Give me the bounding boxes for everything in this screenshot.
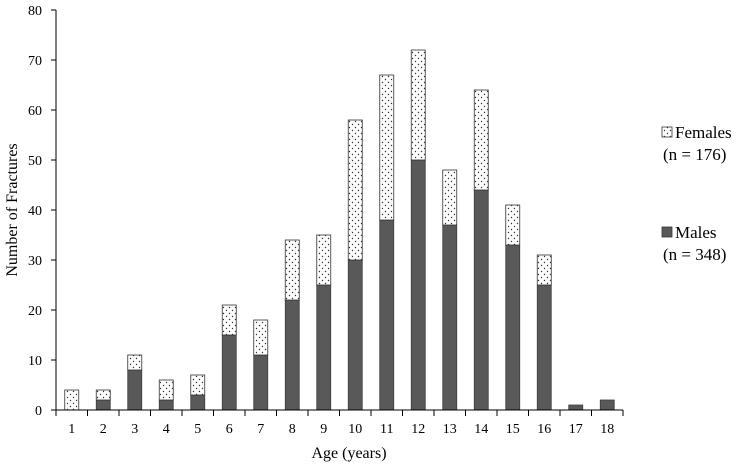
y-tick-label: 0 — [35, 404, 42, 419]
y-tick-label: 70 — [28, 54, 42, 69]
x-tick-label: 10 — [348, 422, 362, 437]
x-tick-label: 1 — [68, 422, 75, 437]
bar-males-age-18 — [599, 399, 615, 411]
x-tick-label: 12 — [411, 422, 425, 437]
x-tick-label: 16 — [537, 422, 551, 437]
bar-males-age-14 — [473, 189, 489, 411]
y-tick-label: 20 — [28, 304, 42, 319]
bar-females-age-7 — [253, 319, 269, 356]
x-tick-label: 14 — [474, 422, 488, 437]
x-tick-label: 13 — [443, 422, 457, 437]
y-tick-label: 10 — [28, 354, 42, 369]
bar-females-age-6 — [221, 304, 237, 336]
bar-males-age-5 — [190, 394, 206, 411]
legend-swatch-females — [661, 126, 673, 138]
bar-males-age-9 — [316, 284, 332, 411]
legend-label-females: (n = 176) — [663, 145, 726, 164]
bar-females-age-11 — [379, 74, 395, 221]
bar-males-age-15 — [505, 244, 521, 411]
bar-females-age-1 — [64, 389, 80, 411]
y-axis-title: Number of Fractures — [4, 143, 21, 276]
y-tick-label: 40 — [28, 204, 42, 219]
legend-label-males: (n = 348) — [663, 245, 726, 264]
bar-males-age-17 — [568, 404, 584, 411]
x-tick-label: 18 — [600, 422, 614, 437]
bar-females-age-9 — [316, 234, 332, 286]
x-tick-label: 5 — [194, 422, 201, 437]
bar-males-age-6 — [221, 334, 237, 411]
bar-females-age-3 — [127, 354, 143, 371]
bar-females-age-5 — [190, 374, 206, 396]
x-tick-label: 6 — [226, 422, 233, 437]
legend-swatch-males — [661, 226, 673, 238]
bar-males-age-2 — [95, 399, 111, 411]
legend: Females (n = 176) Males (n = 348) — [661, 123, 732, 264]
x-tick-label: 9 — [320, 422, 327, 437]
y-tick-label: 60 — [28, 104, 42, 119]
bar-males-age-3 — [127, 369, 143, 411]
y-tick-label: 50 — [28, 154, 42, 169]
x-tick-label: 4 — [163, 422, 170, 437]
x-tick-label: 11 — [380, 422, 393, 437]
bar-females-age-2 — [95, 389, 111, 401]
bar-males-age-10 — [347, 259, 363, 411]
bar-males-age-8 — [284, 299, 300, 411]
bar-females-age-15 — [505, 204, 521, 246]
x-tick-label: 15 — [506, 422, 520, 437]
bar-males-age-16 — [536, 284, 552, 411]
bar-females-age-4 — [158, 379, 174, 401]
x-tick-label: 17 — [569, 422, 583, 437]
legend-label-females: Females — [675, 123, 732, 142]
x-tick-label: 2 — [100, 422, 107, 437]
y-tick-label: 80 — [28, 4, 42, 19]
bar-males-age-13 — [442, 224, 458, 411]
bar-males-age-11 — [379, 219, 395, 411]
legend-label-males: Males — [675, 223, 717, 242]
bar-males-age-7 — [253, 354, 269, 411]
x-tick-label: 8 — [289, 422, 296, 437]
bars-group — [64, 49, 615, 411]
x-axis: 1 2 3 4 5 6 7 8 9 10 11 12 13 14 15 16 17 18 — [55, 409, 624, 437]
bar-females-age-12 — [410, 49, 426, 161]
y-axis: 0 10 20 30 40 50 60 70 80 — [28, 4, 57, 419]
bar-females-age-13 — [442, 169, 458, 226]
x-axis-title: Age (years) — [311, 445, 386, 462]
bar-females-age-16 — [536, 254, 552, 286]
y-tick-label: 30 — [28, 254, 42, 269]
bar-females-age-8 — [284, 239, 300, 301]
bar-females-age-14 — [473, 89, 489, 191]
x-tick-label: 7 — [257, 422, 264, 437]
bar-females-age-10 — [347, 119, 363, 261]
bar-males-age-4 — [158, 399, 174, 411]
x-tick-label: 3 — [131, 422, 138, 437]
bar-males-age-12 — [410, 159, 426, 411]
